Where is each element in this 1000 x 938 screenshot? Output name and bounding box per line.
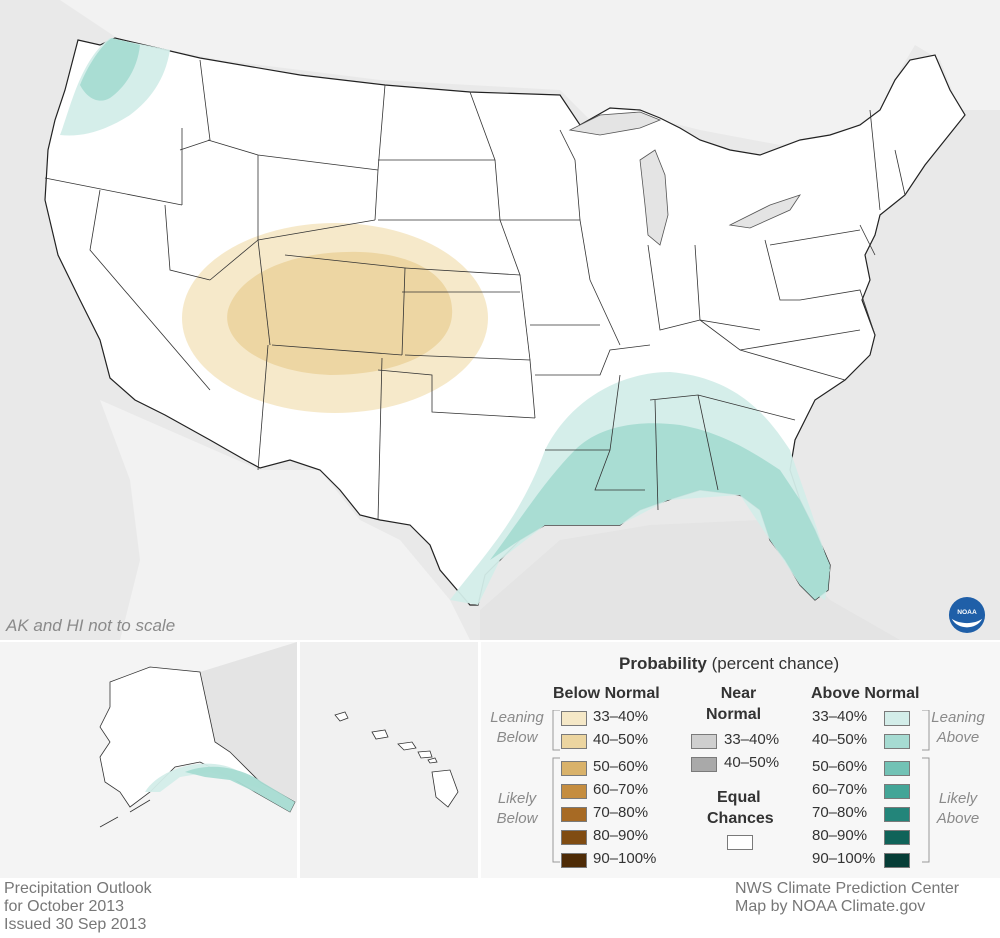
- footer-credit: NWS Climate Prediction Center Map by NOA…: [735, 880, 959, 916]
- near-swatch-0: [691, 734, 717, 749]
- lake-erie: [728, 194, 801, 229]
- leaning-below-label: Leaning Below: [487, 709, 547, 746]
- above-swatch-6: [884, 853, 910, 868]
- below-label-3: 60–70%: [593, 781, 649, 798]
- below-label-4: 70–80%: [593, 804, 649, 821]
- near-label-1: 40–50%: [724, 754, 780, 771]
- leaning-above-line1: Leaning: [931, 709, 985, 726]
- legend-title-bold: Probability: [619, 654, 707, 673]
- hawaii-islands: [334, 711, 459, 808]
- near-normal-header-1: Near: [720, 685, 757, 702]
- above-swatch-5: [884, 830, 910, 845]
- below-swatch-1: [561, 734, 587, 749]
- above-brackets: [922, 710, 930, 863]
- near-label-0: 33–40%: [724, 731, 780, 748]
- legend-panel: Probability (percent chance) Below Norma…: [481, 642, 1000, 878]
- above-label-2: 50–60%: [812, 758, 868, 775]
- below-swatch-3: [561, 784, 587, 799]
- hawaii-map-svg: [334, 711, 459, 808]
- near-normal-header-2: Normal: [706, 706, 762, 723]
- below-swatch-0: [561, 711, 587, 726]
- state-borders: [44, 59, 906, 521]
- above-normal-header: Above Normal: [811, 685, 920, 702]
- below-label-1: 40–50%: [593, 731, 649, 748]
- above-swatch-1: [884, 734, 910, 749]
- below-normal-header: Below Normal: [553, 685, 660, 702]
- below-swatch-5: [561, 830, 587, 845]
- leaning-above-line2: Above: [936, 729, 980, 746]
- above-swatch-3: [884, 784, 910, 799]
- gulf-water: [480, 520, 900, 640]
- aleutian-islands: [99, 799, 151, 828]
- above-label-3: 60–70%: [812, 781, 868, 798]
- below-label-5: 80–90%: [593, 827, 649, 844]
- below-label-6: 90–100%: [593, 850, 657, 867]
- canada-land: [60, 0, 1000, 145]
- leaning-below-line2: Below: [496, 729, 538, 746]
- footer-title-line1: Precipitation Outlook: [4, 880, 152, 897]
- alaska-panel: [0, 642, 297, 878]
- footer-title-line3: Issued 30 Sep 2013: [4, 916, 147, 933]
- above-label-6: 90–100%: [812, 850, 876, 867]
- leaning-below-line1: Leaning: [490, 709, 544, 726]
- lake-michigan: [639, 149, 669, 246]
- above-label-0: 33–40%: [812, 708, 868, 725]
- alaska-above-normal-40-50: [185, 766, 295, 812]
- above-label-1: 40–50%: [812, 731, 868, 748]
- hawaii-panel: [300, 642, 478, 878]
- legend-title-rest: (percent chance): [706, 654, 840, 673]
- likely-below-line2: Below: [496, 810, 538, 827]
- below-label-0: 33–40%: [593, 708, 649, 725]
- equal-chances-line2: Chances: [707, 810, 774, 827]
- likely-below-label: Likely Below: [487, 790, 547, 827]
- alaska-map-svg: [0, 642, 297, 878]
- likely-below-line1: Likely: [497, 790, 537, 807]
- below-brackets: [552, 710, 560, 863]
- alaska-above-normal-33-40: [145, 763, 270, 792]
- below-label-2: 50–60%: [593, 758, 649, 775]
- footer-credit-line2: Map by NOAA Climate.gov: [735, 898, 926, 915]
- leaning-above-label: Leaning Above: [927, 709, 989, 746]
- noaa-logo-text: NOAA: [957, 609, 977, 616]
- above-swatch-2: [884, 761, 910, 776]
- canada-yukon: [200, 642, 297, 802]
- legend-title: Probability (percent chance): [619, 654, 839, 674]
- equal-chances-line1: Equal: [717, 789, 761, 806]
- below-normal-40-50-region: [227, 251, 453, 375]
- above-normal-40-50-southeast: [490, 423, 830, 600]
- lake-superior: [568, 111, 662, 136]
- above-swatch-0: [884, 711, 910, 726]
- below-swatch-2: [561, 761, 587, 776]
- conus-map: AK and HI not to scale NOAA: [0, 0, 1000, 640]
- scale-note: AK and HI not to scale: [6, 616, 176, 635]
- conus-map-svg: [44, 0, 1000, 640]
- above-label-5: 80–90%: [812, 827, 868, 844]
- above-swatch-4: [884, 807, 910, 822]
- likely-above-line1: Likely: [938, 790, 978, 807]
- likely-above-label: Likely Above: [927, 790, 989, 827]
- above-label-4: 70–80%: [812, 804, 868, 821]
- footer-credit-line1: NWS Climate Prediction Center: [735, 880, 960, 897]
- footer-title: Precipitation Outlook for October 2013 I…: [4, 880, 152, 934]
- above-normal-40-50-northwest: [80, 38, 140, 101]
- near-swatch-1: [691, 757, 717, 772]
- footer-title-line2: for October 2013: [4, 898, 125, 915]
- below-swatch-6: [561, 853, 587, 868]
- below-swatch-4: [561, 807, 587, 822]
- mexico-land: [100, 400, 470, 640]
- likely-above-line2: Above: [936, 810, 980, 827]
- equal-chances-swatch: [727, 835, 753, 850]
- noaa-logo-icon: NOAA: [948, 596, 986, 634]
